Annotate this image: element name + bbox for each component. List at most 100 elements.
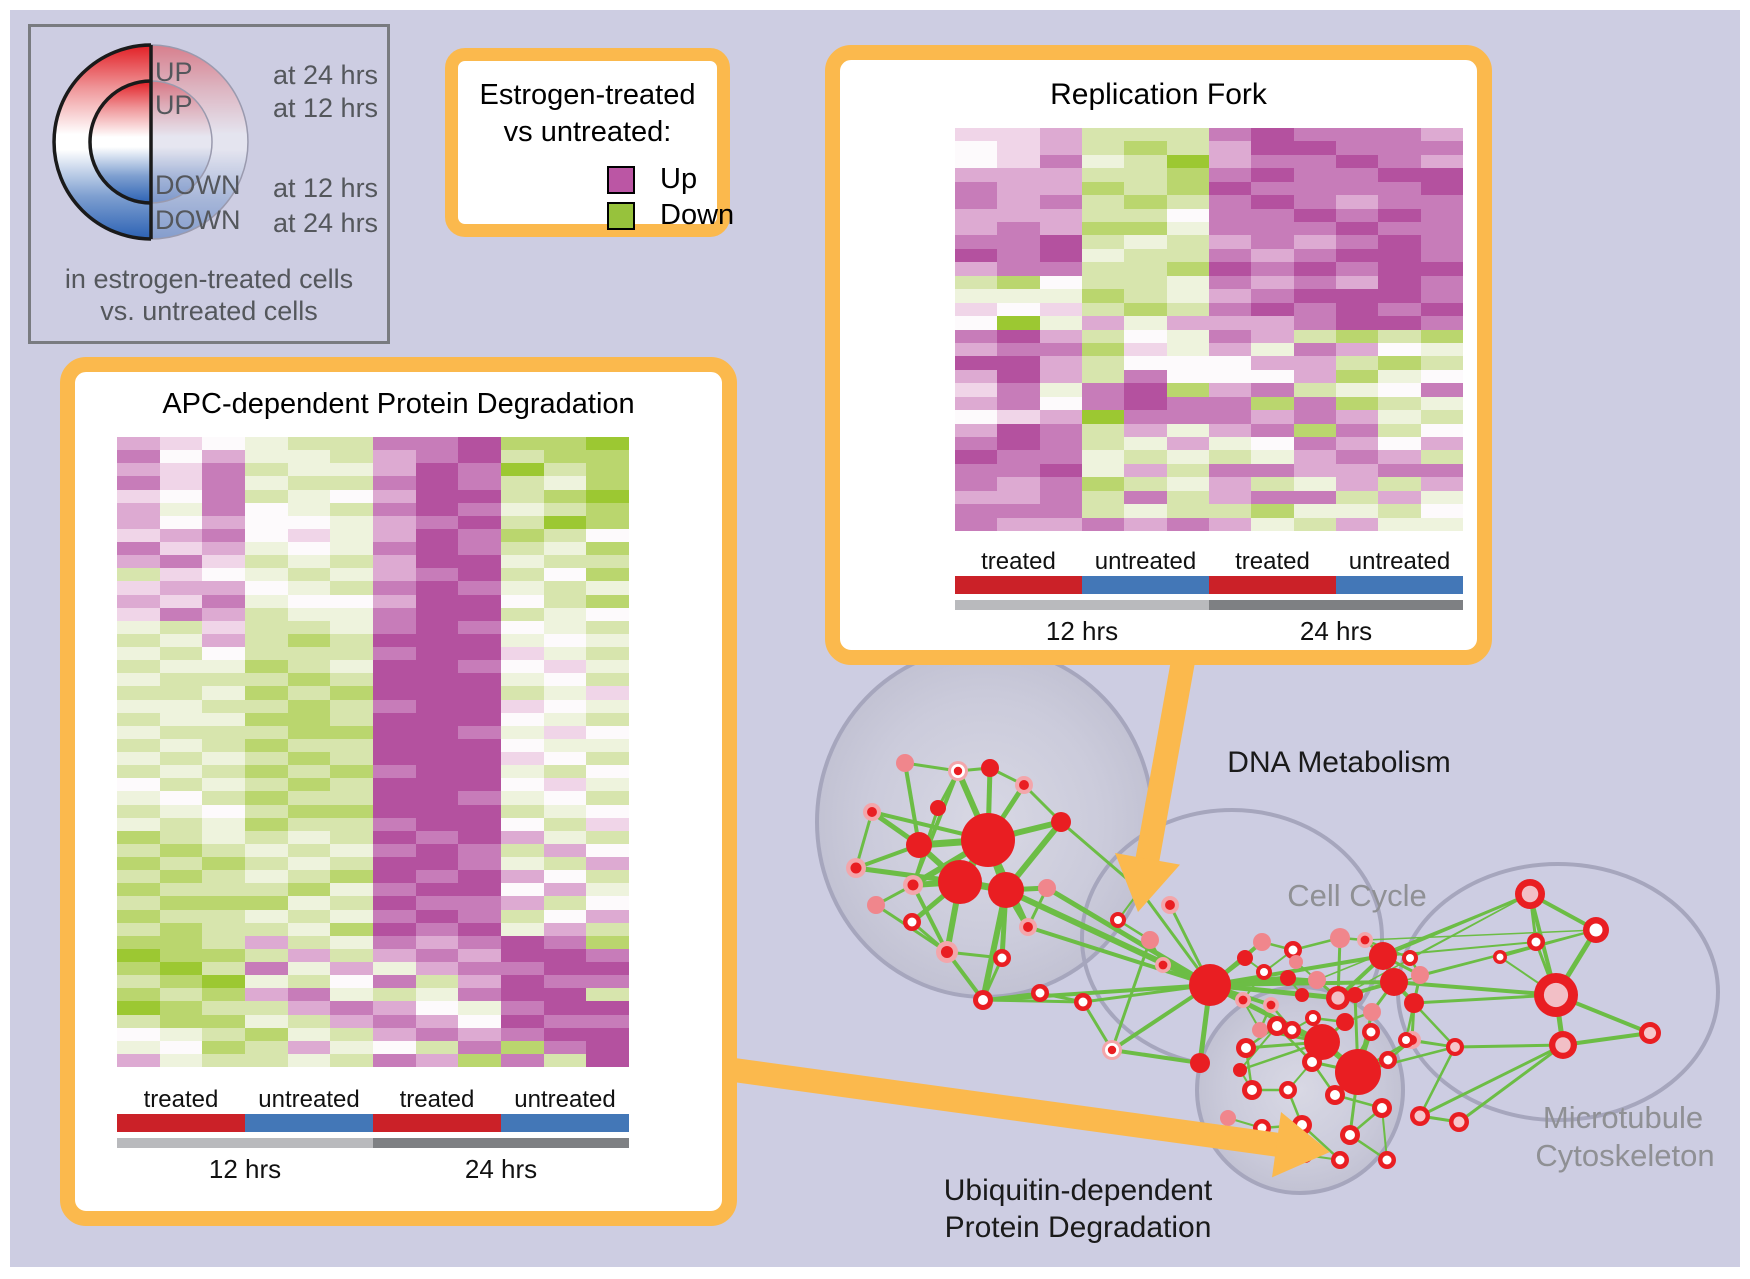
network-node — [1220, 1110, 1236, 1126]
heatmap-cell — [458, 883, 501, 897]
heatmap-cell — [543, 975, 587, 989]
network-node — [1521, 885, 1539, 903]
heatmap-cell — [1378, 490, 1421, 505]
heatmap-cell — [501, 752, 544, 766]
heatmap-cell — [1293, 248, 1336, 263]
rf-group-label: treated — [1235, 548, 1310, 575]
heatmap-cell — [458, 437, 501, 451]
heatmap-cell — [330, 633, 373, 647]
heatmap-cell — [586, 778, 629, 792]
heatmap-cell — [543, 935, 587, 949]
heatmap-cell — [955, 410, 998, 424]
replication-fork-panel: Replication Fork treated untreated treat… — [825, 45, 1492, 665]
heatmap-cell — [159, 1040, 203, 1054]
heatmap-cell — [415, 1040, 459, 1054]
heatmap-cell — [159, 463, 203, 477]
apc-24hrs-bar — [373, 1138, 629, 1148]
heatmap-cell — [501, 476, 544, 490]
heatmap-cell — [501, 1027, 544, 1041]
heatmap-cell — [330, 594, 373, 608]
heatmap-cell — [1208, 342, 1252, 357]
heatmap-cell — [159, 778, 203, 792]
heatmap-cell — [415, 817, 459, 831]
heatmap-cell — [955, 477, 998, 491]
heatmap-cell — [1293, 383, 1336, 397]
heatmap-cell — [373, 607, 416, 621]
heatmap-cell — [543, 1027, 587, 1041]
legend-dir-up-12: UP — [155, 90, 193, 120]
heatmap-cell — [202, 633, 245, 647]
network-node — [1023, 922, 1033, 932]
heatmap-cell — [245, 568, 288, 582]
heatmap-cell — [586, 647, 629, 661]
network-edge — [1082, 983, 1211, 1004]
heatmap-cell — [458, 738, 501, 752]
heatmap-cell — [287, 843, 331, 857]
heatmap-cell — [373, 752, 416, 766]
heatmap-cell — [415, 962, 459, 976]
heatmap-cell — [1420, 356, 1463, 370]
heatmap-cell — [458, 725, 501, 739]
heatmap-cell — [245, 502, 288, 516]
heatmap-cell — [287, 738, 331, 752]
heatmap-cell — [202, 857, 245, 871]
heatmap-cell — [373, 922, 416, 936]
heatmap-cell — [415, 450, 459, 464]
heatmap-cell — [501, 699, 544, 713]
legend-time-24b: at 24 hrs — [273, 208, 379, 238]
heatmap-cell — [1420, 450, 1463, 464]
heatmap-cell — [202, 778, 245, 792]
heatmap-cell — [543, 1001, 587, 1015]
heatmap-cell — [415, 975, 459, 989]
network-edge — [1419, 1043, 1564, 1118]
heatmap-cell — [1335, 504, 1379, 518]
heatmap-cell — [1251, 195, 1294, 209]
heatmap-cell — [501, 962, 544, 976]
heatmap-cell — [543, 791, 587, 805]
heatmap-cell — [997, 316, 1040, 330]
heatmap-cell — [117, 528, 160, 542]
heatmap-cell — [501, 450, 544, 464]
heatmap-cell — [245, 791, 288, 805]
heatmap-cell — [1420, 195, 1463, 209]
heatmap-cell — [955, 490, 998, 505]
heatmap-cell — [1335, 477, 1379, 491]
heatmap-cell — [373, 437, 416, 451]
heatmap-cell — [586, 948, 629, 962]
heatmap-cell — [330, 870, 373, 884]
heatmap-cell — [1166, 369, 1209, 384]
heatmap-cell — [1335, 316, 1379, 330]
network-node — [938, 860, 982, 904]
heatmap-cell — [287, 555, 331, 569]
heatmap-cell — [117, 896, 160, 910]
heatmap-cell — [1420, 181, 1463, 196]
legend-dir-up-24: UP — [155, 57, 193, 87]
heatmap-cell — [458, 607, 501, 621]
heatmap-cell — [202, 817, 245, 831]
heatmap-cell — [117, 463, 160, 477]
network-node — [1335, 1155, 1345, 1165]
heatmap-cell — [501, 883, 544, 897]
heatmap-cell — [1124, 141, 1167, 155]
heatmap-cell — [1293, 262, 1336, 276]
heatmap-cell — [1378, 396, 1421, 411]
network-node — [988, 872, 1024, 908]
heatmap-cell — [202, 581, 245, 595]
heatmap-cell — [1039, 289, 1082, 303]
heatmap-cell — [1081, 154, 1125, 169]
heatmap-cell — [330, 476, 373, 490]
heatmap-cell — [373, 1027, 416, 1041]
heatmap-cell — [330, 883, 373, 897]
heatmap-cell — [501, 870, 544, 884]
heatmap-cell — [1335, 342, 1379, 357]
heatmap-cell — [586, 804, 629, 818]
heatmap-cell — [1420, 168, 1463, 182]
network-node — [1450, 1042, 1460, 1052]
heatmap-cell — [1335, 436, 1379, 451]
heatmap-cell — [1081, 504, 1125, 518]
network-edge — [982, 983, 1211, 1002]
heatmap-cell — [1251, 423, 1294, 437]
heatmap-cell — [997, 436, 1040, 451]
heatmap-cell — [458, 988, 501, 1002]
heatmap-cell — [543, 830, 587, 844]
